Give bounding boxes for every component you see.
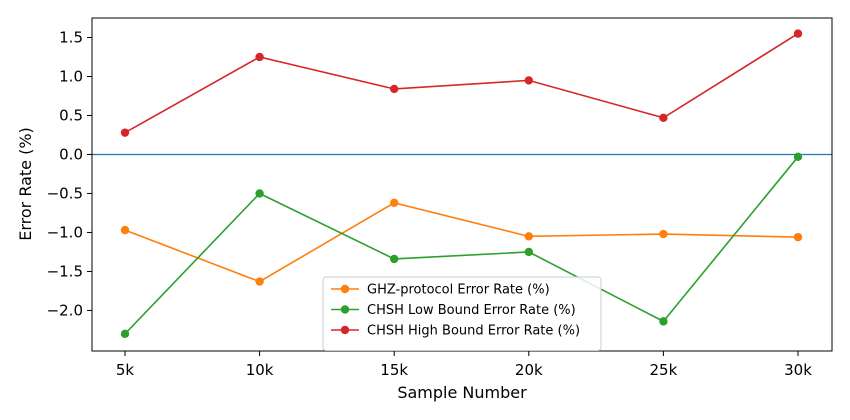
series-line <box>124 156 799 335</box>
data-point <box>255 277 264 286</box>
legend-marker <box>340 305 350 314</box>
series-2 <box>120 152 803 339</box>
legend-item: CHSH High Bound Error Rate (%) <box>331 324 580 339</box>
x-tick-label: 25k <box>650 361 678 379</box>
x-tick-label: 5k <box>116 361 135 379</box>
data-point <box>524 232 533 241</box>
y-tick-label: 0.0 <box>59 145 83 163</box>
data-point <box>120 329 130 339</box>
data-point <box>390 254 399 264</box>
series-1 <box>120 198 803 286</box>
legend-label: GHZ-protocol Error Rate (%) <box>367 283 550 298</box>
legend-marker <box>340 325 350 335</box>
data-point <box>524 247 533 257</box>
y-axis: 1.5 1.0 0.5 0.0 −0.5 −1.0 −1.5 −2.0 <box>47 28 92 319</box>
x-tick-label: 30k <box>784 361 812 379</box>
data-point <box>659 317 668 326</box>
data-point <box>793 152 803 162</box>
data-point <box>659 113 668 123</box>
data-point <box>255 52 264 62</box>
x-axis: 5k 10k 15k 20k 25k 30k <box>116 351 812 379</box>
y-axis-label: Error Rate (%) <box>16 127 35 241</box>
data-point <box>390 84 399 94</box>
y-tick-label: 1.0 <box>59 67 83 85</box>
y-tick-label: 0.5 <box>59 106 83 124</box>
legend: GHZ-protocol Error Rate (%) CHSH Low Boun… <box>322 276 602 351</box>
series-line <box>124 201 799 283</box>
series-line <box>124 32 799 134</box>
legend-box <box>322 276 602 351</box>
data-point <box>390 198 399 208</box>
legend-label: CHSH High Bound Error Rate (%) <box>367 324 580 339</box>
legend-item: CHSH Low Bound Error Rate (%) <box>331 303 576 318</box>
data-point <box>120 225 130 235</box>
y-tick-label: −0.5 <box>47 184 83 202</box>
y-tick-label: −1.5 <box>47 262 83 280</box>
x-tick-label: 20k <box>515 361 543 379</box>
legend-item: GHZ-protocol Error Rate (%) <box>331 283 550 298</box>
data-point <box>255 189 264 198</box>
x-tick-label: 10k <box>246 361 274 379</box>
y-tick-label: 1.5 <box>59 28 83 46</box>
data-point <box>524 76 533 85</box>
series-3 <box>120 29 803 137</box>
data-point <box>793 232 803 242</box>
data-point <box>120 128 130 137</box>
y-tick-label: −1.0 <box>47 223 83 241</box>
y-tick-label: −2.0 <box>47 301 83 319</box>
series-group <box>120 29 803 339</box>
legend-marker <box>340 284 350 294</box>
legend-label: CHSH Low Bound Error Rate (%) <box>367 303 576 318</box>
x-axis-label: Sample Number <box>397 383 527 402</box>
x-tick-label: 15k <box>380 361 408 379</box>
data-point <box>659 229 668 239</box>
data-point <box>793 29 803 38</box>
